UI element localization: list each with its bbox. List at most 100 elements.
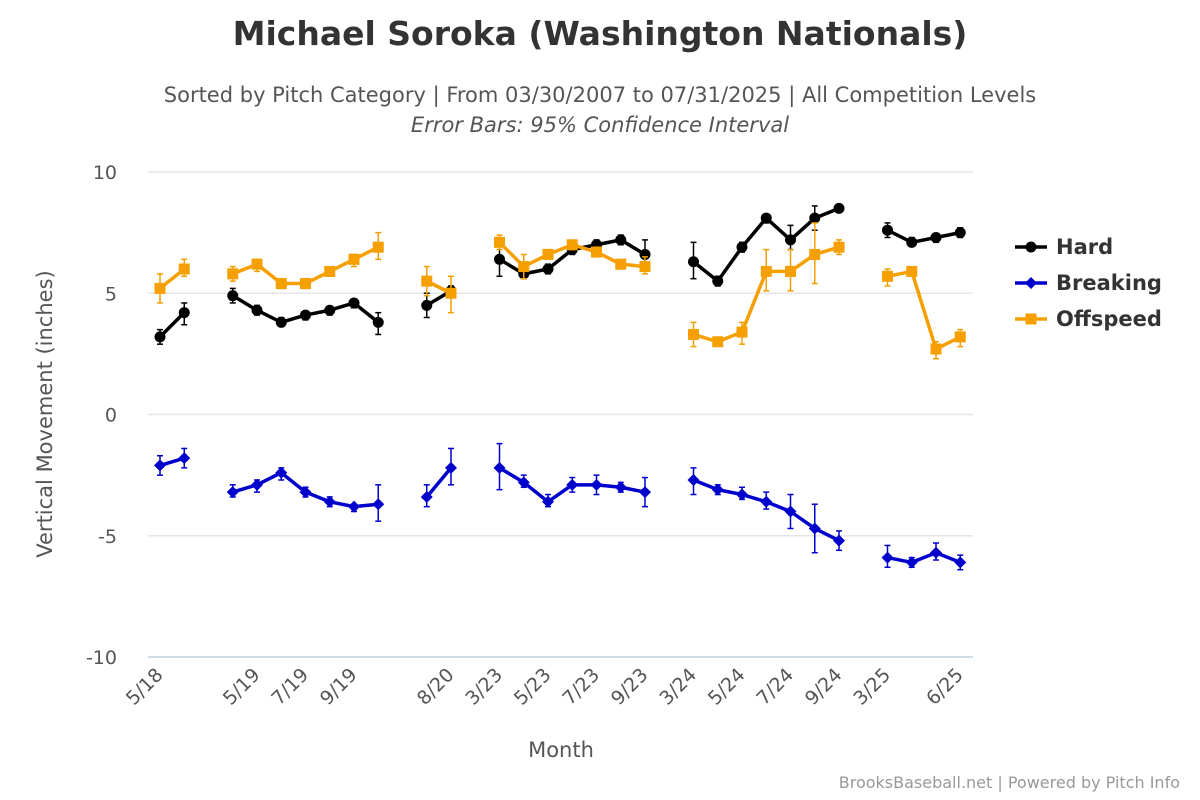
data-point bbox=[227, 268, 239, 280]
data-point bbox=[517, 476, 530, 489]
data-point bbox=[348, 500, 360, 513]
data-point bbox=[493, 461, 506, 474]
y-tick-label: 10 bbox=[93, 162, 117, 184]
x-tick-label: 9/24 bbox=[801, 664, 847, 710]
legend-item-offspeed[interactable]: Offspeed bbox=[1015, 307, 1162, 331]
series-layer bbox=[154, 202, 967, 571]
data-point bbox=[615, 234, 627, 246]
data-point bbox=[784, 505, 797, 518]
data-point bbox=[348, 297, 360, 309]
data-point bbox=[372, 498, 385, 511]
data-point bbox=[639, 261, 651, 273]
data-point bbox=[882, 224, 893, 236]
chart-error-bar-note: Error Bars: 95% Confidence Interval bbox=[410, 113, 790, 137]
x-axis-title: Month bbox=[528, 738, 594, 762]
data-point bbox=[614, 481, 627, 494]
data-point bbox=[566, 478, 579, 491]
legend[interactable]: Hard Breaking Offspeed bbox=[1015, 235, 1162, 331]
data-point bbox=[299, 486, 312, 499]
y-tick-label: -5 bbox=[98, 526, 117, 548]
data-point bbox=[154, 331, 166, 343]
legend-marker bbox=[1025, 241, 1037, 253]
x-axis-ticks: 5/18 5/19 7/19 9/19 8/20 3/23 5/23 7/23 9/23 3/24… bbox=[122, 664, 968, 710]
data-point bbox=[905, 556, 918, 569]
y-axis-ticks: 10 5 0 -5 -10 bbox=[86, 162, 117, 669]
legend-marker bbox=[1025, 277, 1037, 289]
data-point bbox=[421, 299, 433, 311]
data-point bbox=[833, 534, 845, 547]
data-point bbox=[833, 241, 845, 253]
x-tick-label: 9/19 bbox=[316, 664, 362, 710]
legend-label: Hard bbox=[1056, 235, 1113, 259]
series-offspeed bbox=[154, 222, 966, 360]
data-point bbox=[542, 495, 554, 508]
data-point bbox=[590, 478, 603, 491]
y-tick-label: 5 bbox=[105, 283, 117, 305]
data-point bbox=[881, 551, 894, 564]
data-point bbox=[808, 522, 821, 535]
x-tick-label: 5/19 bbox=[219, 664, 265, 710]
data-point bbox=[712, 275, 724, 287]
data-point bbox=[275, 316, 287, 328]
data-point bbox=[615, 258, 627, 270]
x-tick-label: 3/23 bbox=[461, 664, 507, 710]
x-tick-label: 7/19 bbox=[267, 664, 313, 710]
data-point bbox=[930, 546, 942, 559]
data-point bbox=[275, 466, 288, 479]
data-point bbox=[494, 253, 505, 265]
data-point bbox=[906, 265, 918, 277]
data-point bbox=[760, 212, 772, 224]
x-tick-label: 7/24 bbox=[752, 664, 798, 710]
data-point bbox=[251, 258, 263, 270]
x-tick-label: 8/20 bbox=[413, 664, 459, 710]
data-point bbox=[736, 488, 748, 501]
data-point bbox=[251, 304, 263, 316]
data-point bbox=[711, 483, 724, 496]
data-point bbox=[688, 256, 699, 268]
data-point bbox=[906, 236, 918, 248]
legend-label: Breaking bbox=[1056, 271, 1162, 295]
chart-title: Michael Soroka (Washington Nationals) bbox=[232, 14, 968, 53]
data-point bbox=[445, 461, 457, 474]
data-point bbox=[372, 316, 384, 328]
data-point bbox=[954, 227, 966, 239]
data-point bbox=[930, 231, 942, 243]
chart-subtitle: Sorted by Pitch Category | From 03/30/20… bbox=[163, 83, 1037, 107]
data-point bbox=[566, 239, 578, 251]
data-point bbox=[736, 241, 748, 253]
data-point bbox=[323, 495, 336, 508]
data-point bbox=[760, 265, 772, 277]
gridlines bbox=[148, 171, 973, 658]
chart-credits[interactable]: BrooksBaseball.net | Powered by Pitch In… bbox=[838, 773, 1180, 792]
data-point bbox=[154, 282, 166, 294]
legend-item-hard[interactable]: Hard bbox=[1015, 235, 1113, 259]
data-point bbox=[542, 248, 554, 260]
data-point bbox=[809, 212, 821, 224]
series-line bbox=[425, 466, 453, 499]
x-tick-label: 9/23 bbox=[607, 664, 653, 710]
data-point bbox=[809, 248, 821, 260]
data-point bbox=[882, 270, 893, 282]
data-point bbox=[227, 290, 239, 302]
data-point bbox=[542, 263, 554, 275]
data-point bbox=[833, 202, 845, 214]
data-point bbox=[275, 278, 287, 290]
data-point bbox=[445, 287, 457, 299]
data-point bbox=[178, 307, 190, 319]
data-point bbox=[178, 263, 190, 275]
x-tick-label: 5/24 bbox=[704, 664, 750, 710]
data-point bbox=[421, 275, 433, 287]
data-point bbox=[226, 486, 239, 499]
legend-item-breaking[interactable]: Breaking bbox=[1015, 271, 1162, 295]
data-point bbox=[736, 326, 748, 338]
data-point bbox=[954, 556, 967, 569]
data-point bbox=[420, 490, 433, 503]
data-point bbox=[687, 473, 700, 486]
y-tick-label: 0 bbox=[105, 405, 117, 427]
data-point bbox=[154, 459, 166, 472]
data-point bbox=[785, 265, 796, 277]
x-tick-label: 5/18 bbox=[122, 664, 168, 710]
y-axis-title: Vertical Movement (inches) bbox=[33, 270, 57, 557]
data-point bbox=[348, 253, 360, 265]
y-tick-label: -10 bbox=[86, 647, 117, 669]
